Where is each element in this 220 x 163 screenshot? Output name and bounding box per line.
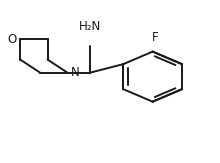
Text: O: O [7, 33, 16, 46]
Text: F: F [152, 31, 158, 44]
Text: H₂N: H₂N [79, 20, 101, 33]
Text: N: N [71, 66, 80, 79]
